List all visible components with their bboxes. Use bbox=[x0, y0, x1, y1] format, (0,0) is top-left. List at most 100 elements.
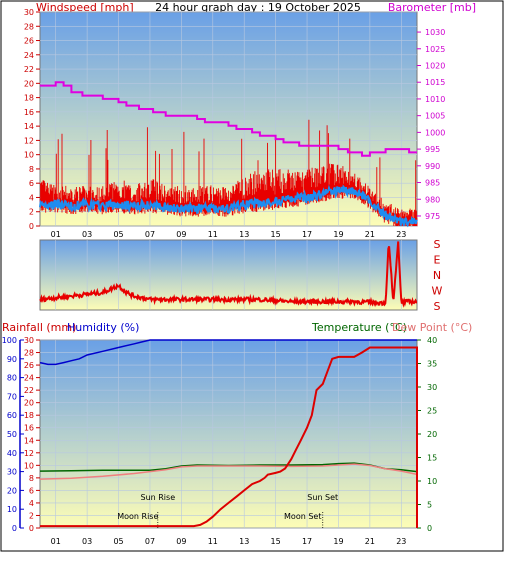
rain-x-tick-label: 07 bbox=[145, 537, 155, 546]
temp-axis-title: Temperature (°C) bbox=[311, 321, 407, 334]
humidity-tick-label: 90 bbox=[7, 355, 17, 364]
wind-x-tick-label: 19 bbox=[333, 230, 343, 239]
dew-point-line bbox=[39, 463, 418, 480]
wind-tick-label: 16 bbox=[24, 108, 34, 117]
baro-tick-label: 1020 bbox=[425, 62, 445, 71]
wind-tick-label: 26 bbox=[24, 37, 34, 46]
wind-tick-label: 12 bbox=[24, 136, 34, 145]
rain-temp-panel bbox=[39, 339, 418, 529]
humidity-tick-label: 10 bbox=[7, 505, 17, 514]
outer-border bbox=[0, 0, 504, 552]
wind-x-tick-label: 03 bbox=[82, 230, 92, 239]
rain-x-tick-label: 03 bbox=[82, 537, 92, 546]
baro-tick-label: 1030 bbox=[425, 28, 445, 37]
temp-tick-label: 10 bbox=[427, 477, 437, 486]
rain-x-tick-label: 01 bbox=[51, 537, 61, 546]
temp-tick-label: 30 bbox=[427, 383, 437, 392]
rain-x-tick-label: 05 bbox=[113, 537, 123, 546]
compass-label: E bbox=[434, 254, 441, 267]
humidity-line bbox=[39, 339, 417, 366]
rain-tick-label: 12 bbox=[24, 449, 34, 458]
baro-axis-ticks: 975 980 985 990 995 1000 1005 1010 1015 1020 1025 1… bbox=[417, 28, 445, 221]
humidity-tick-label: 50 bbox=[7, 430, 17, 439]
wind-x-tick-label: 07 bbox=[145, 230, 155, 239]
rain-tick-label: 24 bbox=[24, 374, 34, 383]
wind-tick-label: 8 bbox=[29, 165, 34, 174]
rain-x-tick-label: 13 bbox=[239, 537, 249, 546]
compass-label: W bbox=[432, 285, 443, 298]
wind-tick-label: 2 bbox=[29, 208, 34, 217]
wind-x-tick-label: 05 bbox=[113, 230, 123, 239]
rain-tick-label: 30 bbox=[24, 336, 34, 345]
wind-tick-label: 28 bbox=[24, 22, 34, 31]
rain-x-tick-label: 21 bbox=[365, 537, 375, 546]
humidity-tick-label: 40 bbox=[7, 449, 17, 458]
rain-x-ticks: 01 03 05 07 09 11 13 15 17 19 21 23 bbox=[51, 537, 407, 546]
temperature-ticks: 0 5 10 15 20 25 30 35 40 bbox=[417, 336, 437, 533]
rain-tick-label: 26 bbox=[24, 361, 34, 370]
baro-tick-label: 1025 bbox=[425, 45, 445, 54]
rain-tick-label: 22 bbox=[24, 386, 34, 395]
temp-tick-label: 25 bbox=[427, 407, 437, 416]
rain-tick-label: 18 bbox=[24, 411, 34, 420]
humidity-axis-title: Humidity (%) bbox=[67, 321, 139, 334]
chart-title: 24 hour graph day : 19 October 2025 bbox=[155, 1, 361, 14]
rain-tick-label: 16 bbox=[24, 424, 34, 433]
humidity-tick-label: 0 bbox=[12, 524, 17, 533]
temp-tick-label: 5 bbox=[427, 501, 432, 510]
humidity-tick-label: 20 bbox=[7, 486, 17, 495]
baro-tick-label: 1000 bbox=[425, 128, 445, 137]
rain-tick-label: 28 bbox=[24, 349, 34, 358]
wind-tick-label: 6 bbox=[29, 179, 34, 188]
temp-tick-label: 0 bbox=[427, 524, 432, 533]
rain-x-tick-label: 11 bbox=[208, 537, 218, 546]
rain-x-tick-label: 23 bbox=[396, 537, 406, 546]
compass-label: S bbox=[434, 238, 441, 251]
wind-tick-label: 4 bbox=[29, 193, 34, 202]
rain-tick-label: 14 bbox=[24, 436, 34, 445]
wind-x-tick-label: 09 bbox=[176, 230, 186, 239]
wind-tick-label: 24 bbox=[24, 51, 34, 60]
rain-x-tick-label: 15 bbox=[271, 537, 281, 546]
wind-x-tick-label: 21 bbox=[365, 230, 375, 239]
temp-tick-label: 20 bbox=[427, 430, 437, 439]
annotation-label: Sun Rise bbox=[140, 493, 175, 502]
rain-temp-grid bbox=[40, 339, 417, 529]
baro-axis-title: Barometer [mb] bbox=[388, 1, 476, 14]
wind-tick-label: 20 bbox=[24, 79, 34, 88]
wind-x-ticks: 01 03 05 07 09 11 13 15 17 19 21 23 bbox=[51, 230, 407, 239]
baro-tick-label: 1015 bbox=[425, 78, 445, 87]
baro-tick-label: 1010 bbox=[425, 95, 445, 104]
wind-tick-label: 18 bbox=[24, 94, 34, 103]
baro-tick-label: 995 bbox=[425, 145, 440, 154]
wind-x-tick-label: 01 bbox=[51, 230, 61, 239]
rain-x-tick-label: 17 bbox=[302, 537, 312, 546]
compass-label: S bbox=[434, 300, 441, 313]
temp-tick-label: 15 bbox=[427, 454, 437, 463]
annotation-label: Sun Set bbox=[307, 493, 338, 502]
wind-x-tick-label: 23 bbox=[396, 230, 406, 239]
annotation-label: Moon Rise bbox=[117, 512, 158, 521]
rain-tick-label: 6 bbox=[29, 486, 34, 495]
rain-axis-title: Rainfall (mm) bbox=[2, 321, 76, 334]
rain-tick-label: 2 bbox=[29, 511, 34, 520]
humidity-tick-label: 70 bbox=[7, 392, 17, 401]
temp-tick-label: 35 bbox=[427, 360, 437, 369]
wind-tick-label: 22 bbox=[24, 65, 34, 74]
humidity-ticks: 0 10 20 30 40 50 60 70 80 90 100 bbox=[2, 336, 24, 533]
rain-x-tick-label: 09 bbox=[176, 537, 186, 546]
rain-tick-label: 8 bbox=[29, 474, 34, 483]
wind-x-tick-label: 15 bbox=[271, 230, 281, 239]
rain-x-tick-label: 19 bbox=[333, 537, 343, 546]
baro-tick-label: 985 bbox=[425, 179, 440, 188]
avg-wind-line bbox=[39, 184, 418, 228]
wind-direction-line bbox=[39, 241, 418, 308]
rain-tick-label: 10 bbox=[24, 461, 34, 470]
humidity-tick-label: 100 bbox=[2, 336, 17, 345]
rain-tick-label: 20 bbox=[24, 399, 34, 408]
